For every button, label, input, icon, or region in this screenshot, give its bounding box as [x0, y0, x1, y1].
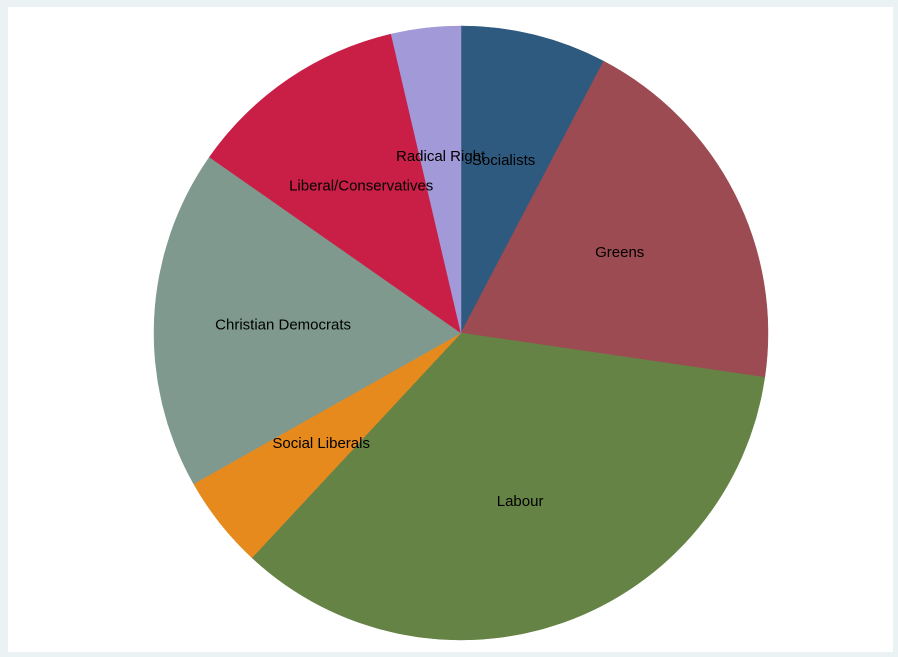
- pie-label-social-liberals: Social Liberals: [272, 435, 370, 452]
- pie-label-greens: Greens: [595, 244, 644, 261]
- pie-label-liberal-conservatives: Liberal/Conservatives: [289, 178, 433, 195]
- pie-label-christian-democrats: Christian Democrats: [215, 316, 351, 333]
- pie-label-radical-right: Radical Right: [396, 148, 486, 165]
- pie-label-labour: Labour: [497, 493, 544, 510]
